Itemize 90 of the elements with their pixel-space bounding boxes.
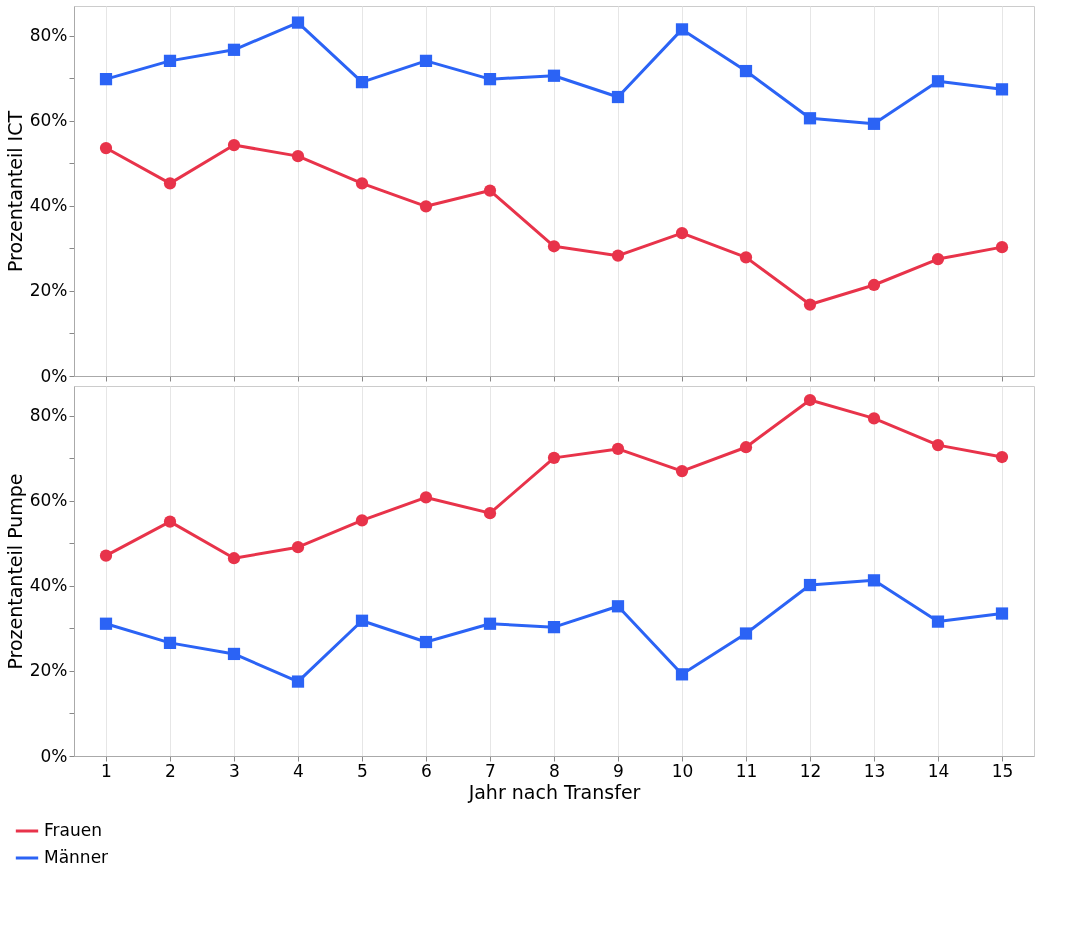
y-tick-label: 20%	[29, 660, 68, 681]
point	[483, 507, 497, 520]
point	[995, 450, 1009, 464]
point	[355, 514, 369, 527]
point	[931, 439, 945, 452]
point	[675, 464, 689, 478]
point	[99, 617, 113, 630]
point	[419, 491, 433, 504]
x-tick-label: 6	[421, 760, 432, 781]
point	[355, 614, 369, 627]
point	[803, 298, 817, 311]
point	[931, 252, 945, 266]
x-tick-label: 8	[549, 760, 560, 781]
point	[99, 141, 113, 155]
y-tick-label: 40%	[29, 575, 68, 596]
point	[163, 636, 177, 649]
x-tick-label: 14	[927, 760, 950, 781]
point	[227, 43, 241, 56]
x-tick-label: 7	[485, 760, 496, 781]
point	[163, 54, 177, 67]
point	[803, 578, 817, 592]
point	[419, 200, 433, 213]
x-tick-label: 9	[613, 760, 624, 781]
point	[547, 69, 561, 82]
x-tick-label: 5	[357, 760, 368, 781]
x-tick-label: 3	[229, 760, 240, 781]
point	[483, 73, 497, 86]
point	[227, 138, 241, 152]
point	[99, 549, 113, 562]
point	[291, 16, 305, 29]
point	[419, 635, 433, 649]
point	[483, 617, 497, 630]
point	[291, 150, 305, 163]
point	[867, 574, 881, 587]
x-tick-label: 12	[799, 760, 822, 781]
point	[483, 184, 497, 197]
point	[931, 615, 945, 628]
x-tick-label: 15	[991, 760, 1014, 781]
point	[163, 177, 177, 190]
x-axis-title: Jahr nach Transfer	[467, 780, 641, 803]
point	[803, 112, 817, 125]
point	[163, 515, 177, 528]
y-tick-label: 0%	[40, 745, 68, 766]
point	[803, 393, 817, 407]
point	[867, 117, 881, 130]
y-tick-label: 60%	[29, 490, 68, 511]
point	[611, 90, 625, 104]
y-tick-label: 40%	[29, 195, 68, 216]
point	[291, 541, 305, 554]
y-tick-label: 20%	[29, 280, 68, 301]
point	[355, 177, 369, 190]
point	[227, 647, 241, 661]
y-axis-title: Prozentanteil ICT	[3, 110, 26, 273]
point	[547, 451, 561, 464]
point	[739, 441, 753, 454]
point	[611, 442, 625, 456]
legend-label: Männer	[44, 847, 109, 867]
x-tick-label: 10	[671, 760, 694, 781]
point	[291, 675, 305, 688]
y-tick-label: 60%	[29, 110, 68, 131]
y-tick-label: 0%	[40, 365, 68, 386]
point	[419, 54, 433, 67]
x-tick-label: 1	[101, 760, 112, 781]
point	[227, 552, 241, 565]
point	[675, 226, 689, 240]
point	[99, 73, 113, 86]
point	[739, 64, 753, 78]
point	[547, 240, 561, 253]
x-tick-label: 2	[165, 760, 176, 781]
point	[739, 251, 753, 264]
x-tick-label: 13	[863, 760, 886, 781]
y-axis-title: Prozentanteil Pumpe	[3, 473, 26, 670]
x-tick-label: 4	[293, 760, 304, 781]
y-tick-label: 80%	[29, 405, 68, 426]
point	[611, 249, 625, 262]
point	[675, 23, 689, 36]
point	[995, 607, 1009, 620]
point	[547, 621, 561, 634]
legend-label: Frauen	[44, 820, 102, 840]
point	[867, 412, 881, 425]
point	[931, 75, 945, 88]
point	[995, 83, 1009, 96]
point	[995, 241, 1009, 254]
point	[675, 668, 689, 681]
point	[739, 627, 753, 640]
x-tick-label: 11	[735, 760, 758, 781]
point	[611, 600, 625, 613]
y-tick-label: 80%	[29, 25, 68, 46]
point	[867, 278, 881, 292]
point	[355, 76, 369, 89]
